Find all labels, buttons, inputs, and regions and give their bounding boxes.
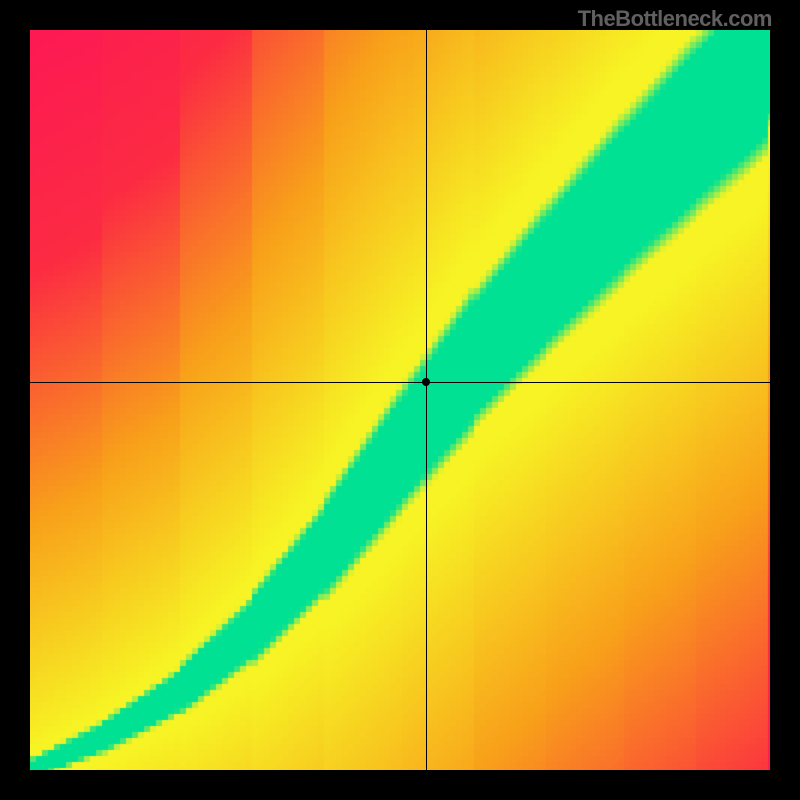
crosshair-vertical [426,30,427,770]
crosshair-marker [422,378,430,386]
crosshair-horizontal [30,382,770,383]
watermark-text: TheBottleneck.com [578,6,772,32]
bottleneck-heatmap [30,30,770,770]
chart-container: TheBottleneck.com [0,0,800,800]
